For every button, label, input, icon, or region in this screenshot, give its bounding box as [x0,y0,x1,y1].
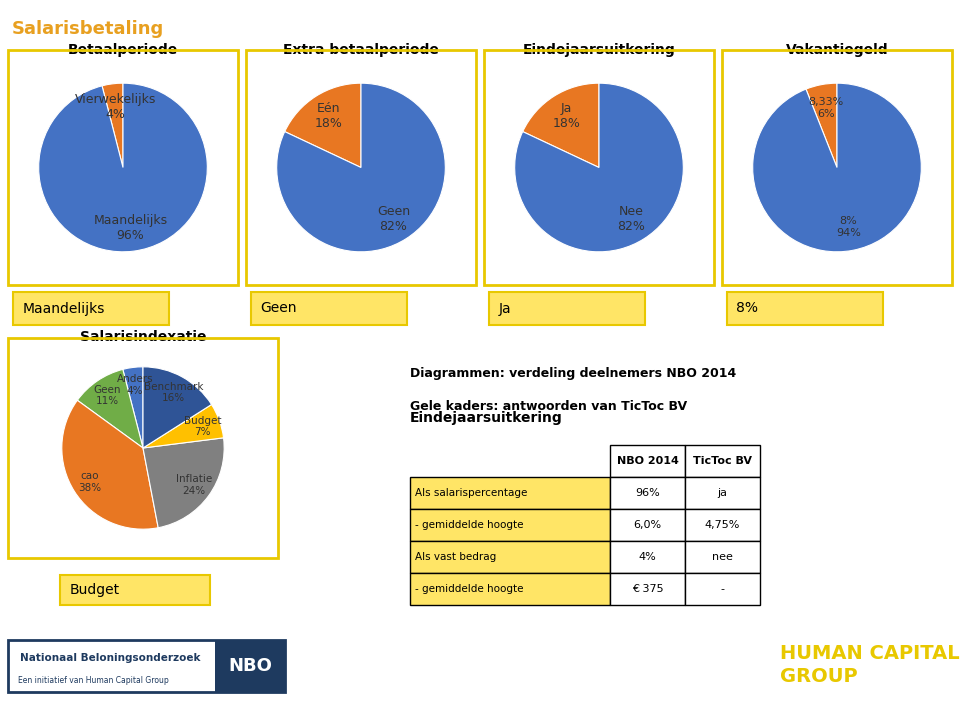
Wedge shape [143,405,224,448]
Text: 8%
94%: 8% 94% [836,216,861,238]
Text: Nee
82%: Nee 82% [617,205,645,232]
Wedge shape [102,83,123,168]
Wedge shape [61,400,158,529]
Text: Ja: Ja [498,301,511,316]
Text: 96%: 96% [636,488,660,498]
Text: nee: nee [712,552,732,562]
Text: HUMAN CAPITAL
GROUP: HUMAN CAPITAL GROUP [780,644,960,686]
Text: Vierwekelijks
4%: Vierwekelijks 4% [75,93,156,122]
Title: Betaalperiode: Betaalperiode [68,43,179,57]
Text: Anders
4%: Anders 4% [117,375,154,396]
Text: ja: ja [717,488,728,498]
Title: Eindejaarsuitkering: Eindejaarsuitkering [522,43,676,57]
Text: -: - [721,584,725,594]
Title: Salarisindexatie: Salarisindexatie [80,330,206,344]
Wedge shape [38,83,207,252]
Text: 6,0%: 6,0% [634,520,661,530]
Text: - gemiddelde hoogte: - gemiddelde hoogte [415,584,523,594]
Text: Als vast bedrag: Als vast bedrag [415,552,496,562]
Text: TicToc BV: TicToc BV [693,456,752,466]
Title: Extra betaalperiode: Extra betaalperiode [283,43,439,57]
Text: Maandelijks: Maandelijks [22,301,105,316]
Wedge shape [143,438,225,528]
Text: Eindejaarsuitkering: Eindejaarsuitkering [410,411,563,425]
Text: Als salarispercentage: Als salarispercentage [415,488,527,498]
Text: 4%: 4% [638,552,657,562]
Text: - gemiddelde hoogte: - gemiddelde hoogte [415,520,523,530]
Wedge shape [753,83,922,252]
Wedge shape [123,367,143,448]
Text: Geen: Geen [260,301,297,316]
Text: NBO: NBO [228,657,272,675]
Wedge shape [276,83,445,252]
Text: Gele kaders: antwoorden van TicToc BV: Gele kaders: antwoorden van TicToc BV [410,400,687,413]
Text: Een initiatief van Human Capital Group: Een initiatief van Human Capital Group [17,676,168,685]
Text: € 375: € 375 [632,584,663,594]
Text: 8%: 8% [736,301,758,316]
Wedge shape [78,370,143,448]
Text: cao
38%: cao 38% [78,471,101,493]
Text: Eén
18%: Eén 18% [315,102,343,130]
Text: Maandelijks
96%: Maandelijks 96% [93,214,168,242]
Wedge shape [806,83,837,168]
Text: Nationaal Beloningsonderzoek: Nationaal Beloningsonderzoek [19,653,200,663]
Text: Geen
82%: Geen 82% [377,205,410,232]
Wedge shape [522,83,599,168]
Text: Ja
18%: Ja 18% [553,102,581,130]
Text: Salarisbetaling: Salarisbetaling [12,20,164,38]
Text: Budget: Budget [69,583,120,597]
Text: 4,75%: 4,75% [705,520,740,530]
Wedge shape [143,367,211,448]
Text: NBO 2014: NBO 2014 [616,456,679,466]
Title: Vakantiegeld: Vakantiegeld [785,43,888,57]
Text: Geen
11%: Geen 11% [94,385,121,407]
Wedge shape [285,83,361,168]
Text: Inflatie
24%: Inflatie 24% [176,474,212,496]
Text: 8,33%
6%: 8,33% 6% [808,97,843,119]
Wedge shape [515,83,684,252]
Text: Diagrammen: verdeling deelnemers NBO 2014: Diagrammen: verdeling deelnemers NBO 201… [410,367,736,380]
Text: Benchmark
16%: Benchmark 16% [144,382,204,403]
Text: Budget
7%: Budget 7% [183,416,222,437]
